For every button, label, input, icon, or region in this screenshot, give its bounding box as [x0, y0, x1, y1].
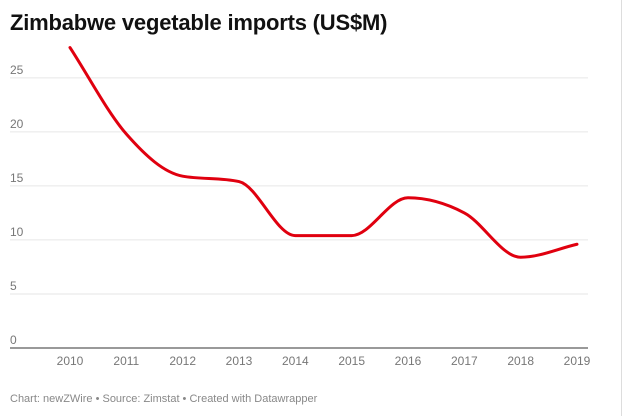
y-tick-label: 25 — [10, 63, 24, 77]
x-tick-label: 2019 — [564, 354, 591, 368]
y-tick-label: 5 — [10, 279, 17, 293]
x-tick-label: 2018 — [507, 354, 534, 368]
chart-footer: Chart: newZWire • Source: Zimstat • Crea… — [10, 393, 318, 405]
series-line — [68, 46, 579, 259]
y-tick-label: 0 — [10, 333, 17, 347]
x-tick-label: 2017 — [451, 354, 478, 368]
x-tick-label: 2011 — [113, 354, 139, 368]
y-tick-label: 20 — [10, 117, 24, 131]
y-tick-label: 15 — [10, 171, 24, 185]
x-tick-label: 2013 — [226, 354, 253, 368]
y-tick-label: 10 — [10, 225, 24, 239]
gridlines — [10, 77, 588, 295]
x-tick-label: 2014 — [282, 354, 309, 368]
x-tick-label: 2015 — [338, 354, 365, 368]
x-tick-label: 2010 — [57, 354, 84, 368]
x-axis-ticks: 2010 2011 2012 2013 2014 2015 2016 2017 2018 2019 — [57, 354, 591, 368]
chart-title: Zimbabwe vegetable imports (US$M) — [10, 10, 388, 35]
x-tick-label: 2016 — [395, 354, 422, 368]
y-axis-ticks: 0 5 10 15 20 25 — [10, 63, 24, 347]
x-tick-label: 2012 — [169, 354, 196, 368]
